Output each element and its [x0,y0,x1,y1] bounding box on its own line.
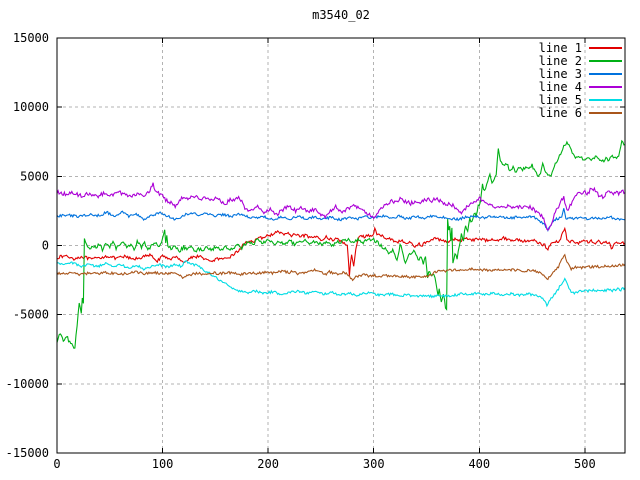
legend-line-sample [589,98,622,101]
legend-item: line 1 [500,40,622,55]
y-tick-label: -5000 [13,308,49,322]
legend-label: line 1 [538,40,582,55]
series-line-6 [56,253,626,282]
chart-title: m3540_02 [312,8,370,22]
x-tick-label: 0 [53,457,60,471]
series-line-5 [57,260,626,308]
legend-line-sample [589,59,622,62]
legend-item: line 4 [500,79,622,94]
legend-item: line 6 [500,105,622,120]
legend-label: line 3 [538,66,582,81]
legend-line-sample [589,72,622,75]
legend-item: line 3 [500,66,622,81]
legend-label: line 4 [538,79,582,94]
x-tick-label: 400 [468,457,490,471]
series-line-2 [56,139,626,349]
x-tick-label: 300 [363,457,385,471]
legend-line-sample [589,111,622,114]
y-tick-label: 10000 [13,100,49,114]
x-tick-label: 500 [574,457,596,471]
y-tick-label: -15000 [6,446,49,460]
legend-label: line 2 [538,53,582,68]
series-line-3 [56,208,626,233]
series-line-4 [56,182,626,231]
y-tick-label: 15000 [13,31,49,45]
y-tick-label: 0 [42,239,49,253]
legend-line-sample [589,46,622,49]
legend-label: line 6 [538,105,582,120]
series-line-1 [57,226,626,276]
y-tick-label: -10000 [6,377,49,391]
legend-label: line 5 [538,92,582,107]
x-tick-label: 100 [152,457,174,471]
y-tick-label: 5000 [20,169,49,183]
legend-item: line 2 [500,53,622,68]
legend: line 1 line 2 line 3 line 4 line 5 line … [500,40,622,120]
legend-item: line 5 [500,92,622,107]
x-tick-label: 200 [257,457,279,471]
legend-line-sample [589,85,622,88]
